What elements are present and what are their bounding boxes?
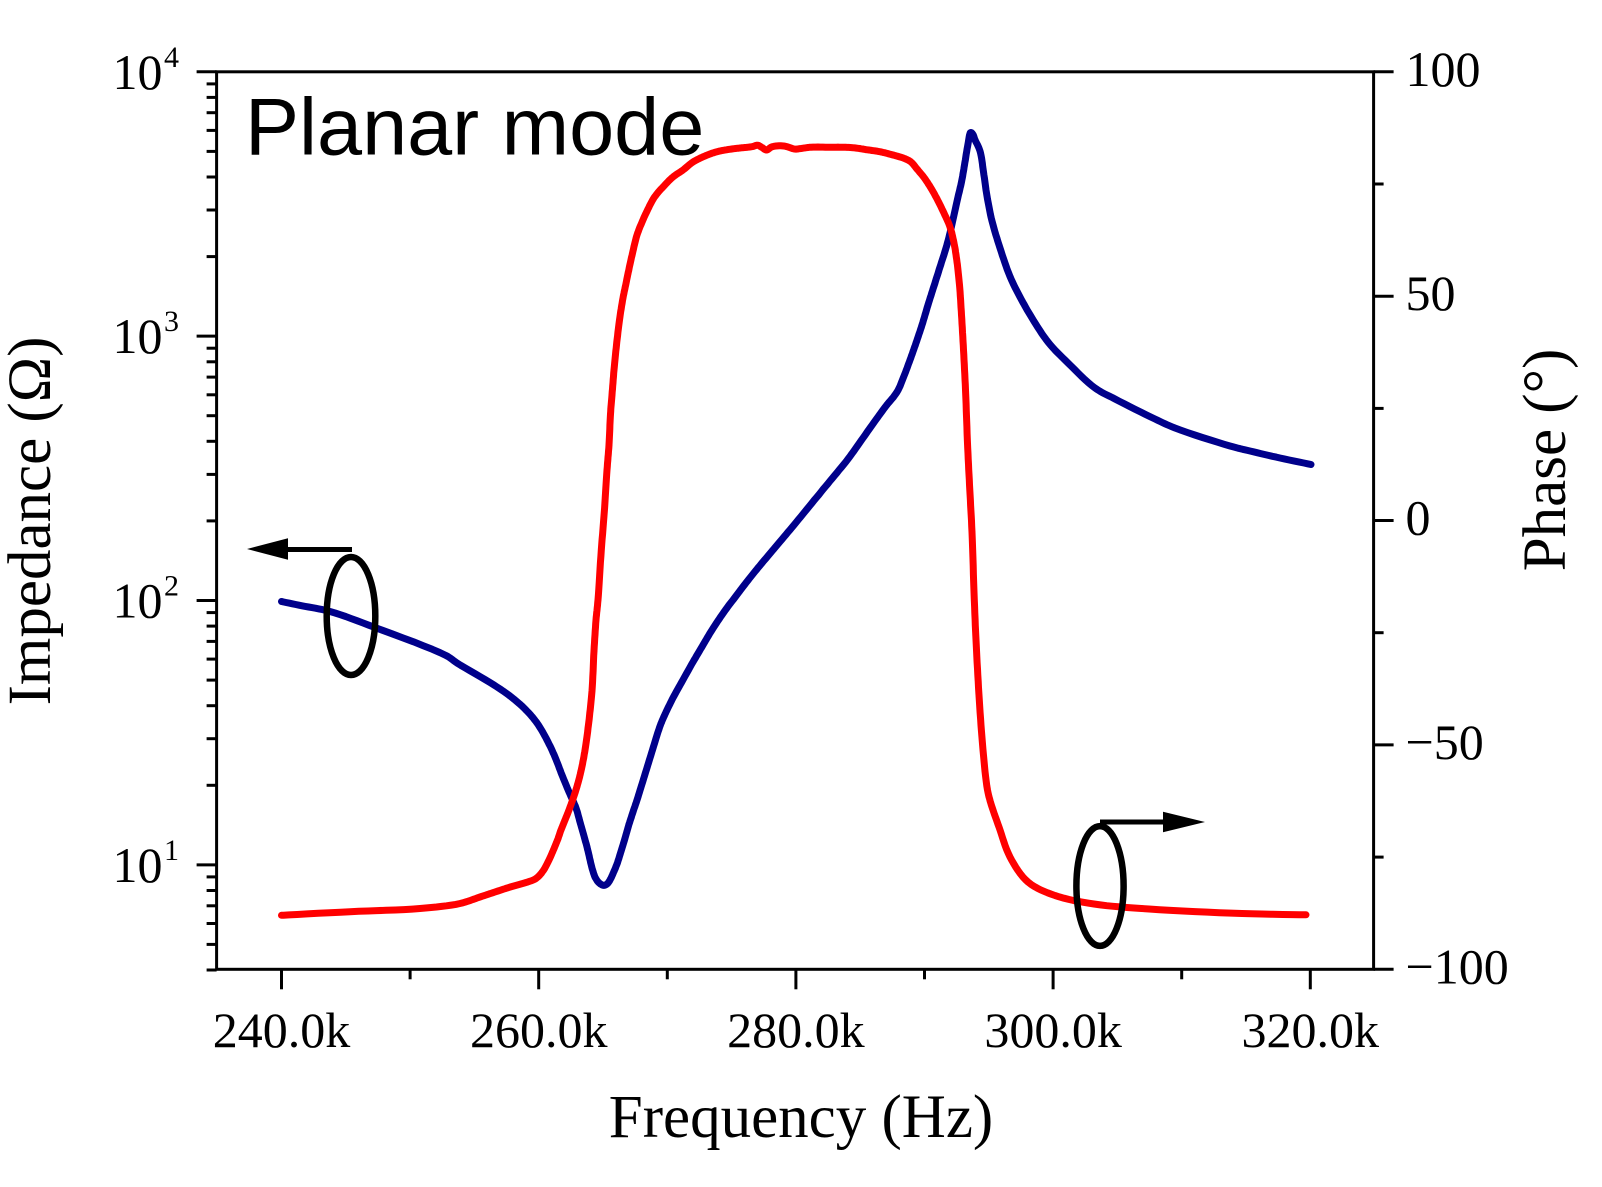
svg-text:2: 2 [164, 570, 179, 603]
svg-text:240.0k: 240.0k [213, 1002, 351, 1058]
svg-text:280.0k: 280.0k [727, 1002, 865, 1058]
svg-text:−50: −50 [1406, 714, 1484, 770]
svg-text:100: 100 [1406, 41, 1481, 97]
svg-text:−100: −100 [1406, 938, 1509, 994]
svg-text:Frequency (Hz): Frequency (Hz) [609, 1084, 993, 1151]
svg-text:260.0k: 260.0k [470, 1002, 608, 1058]
svg-text:4: 4 [164, 41, 179, 74]
svg-text:300.0k: 300.0k [984, 1002, 1122, 1058]
svg-text:1: 1 [164, 834, 179, 867]
svg-text:10: 10 [113, 308, 163, 364]
svg-text:50: 50 [1406, 265, 1456, 321]
svg-text:10: 10 [113, 837, 163, 893]
svg-text:10: 10 [113, 44, 163, 100]
svg-text:Phase (°): Phase (°) [1512, 349, 1579, 572]
svg-text:10: 10 [113, 573, 163, 629]
svg-text:Impedance (Ω): Impedance (Ω) [0, 337, 64, 706]
svg-text:320.0k: 320.0k [1242, 1002, 1380, 1058]
svg-text:0: 0 [1406, 490, 1431, 546]
svg-text:3: 3 [164, 305, 179, 338]
svg-text:Planar mode: Planar mode [245, 83, 704, 173]
